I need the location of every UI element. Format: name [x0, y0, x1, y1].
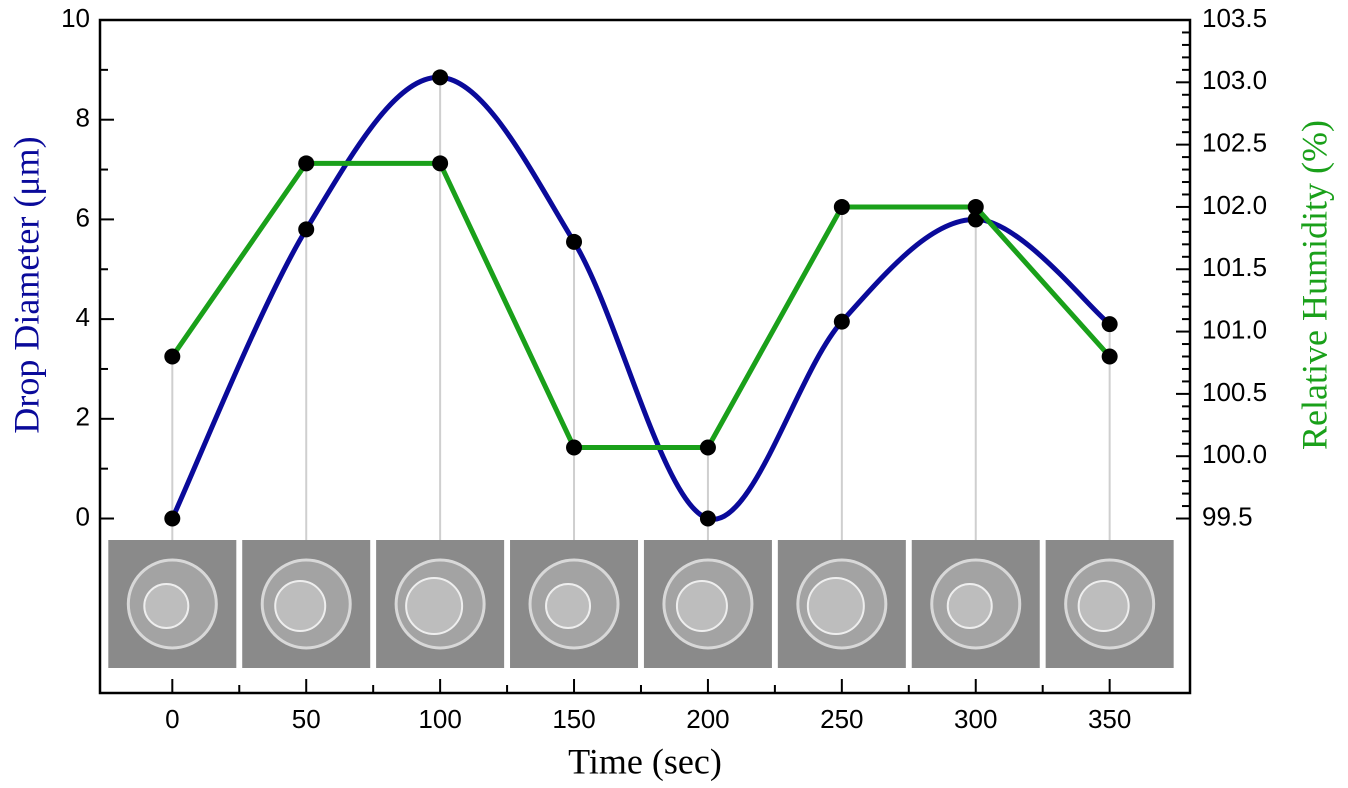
x-tick-label: 250: [820, 704, 863, 734]
drop: [806, 577, 865, 635]
micrograph: [911, 540, 1040, 668]
data-point: [164, 348, 181, 365]
x-tick-label: 100: [418, 704, 461, 734]
y-axis-label: Drop Diameter (μm): [6, 136, 46, 433]
y-tick-label: 4: [76, 302, 90, 332]
x-tick-label: 350: [1088, 704, 1131, 734]
series-line: [170, 160, 1112, 450]
data-point: [833, 313, 850, 330]
y2-tick-label: 101.0: [1202, 314, 1267, 344]
micrograph: [376, 540, 505, 668]
y-tick-label: 0: [76, 501, 90, 531]
y2-tick-label: 102.0: [1202, 190, 1267, 220]
y-tick-label: 2: [76, 402, 90, 432]
data-point: [833, 198, 850, 215]
data-point: [566, 439, 583, 456]
data-point: [1101, 316, 1118, 333]
y2-tick-label: 103.5: [1202, 3, 1267, 33]
y-tick-label: 6: [76, 202, 90, 232]
drop: [274, 580, 327, 632]
micrograph: [777, 540, 906, 668]
data-point: [566, 233, 583, 250]
data-point: [164, 510, 181, 527]
data-point: [967, 198, 984, 215]
y2-tick-label: 101.5: [1202, 252, 1267, 282]
x-tick-label: 200: [686, 704, 729, 734]
series-line: [170, 74, 1112, 522]
data-point: [1101, 348, 1118, 365]
drop: [675, 580, 728, 632]
y2-tick-label: 100.5: [1202, 377, 1267, 407]
data-point: [432, 69, 449, 86]
x-axis-label: Time (sec): [568, 741, 722, 781]
micrograph: [1045, 540, 1174, 668]
drop: [405, 577, 464, 635]
x-tick-label: 0: [165, 704, 179, 734]
drop: [946, 583, 993, 629]
data-point: [432, 155, 449, 172]
y2-tick-label: 102.5: [1202, 128, 1267, 158]
x-tick-label: 150: [552, 704, 595, 734]
drop: [1077, 580, 1130, 632]
y2-tick-label: 99.5: [1202, 501, 1253, 531]
micrograph: [643, 540, 772, 668]
y2-axis-label: Relative Humidity (%): [1294, 120, 1334, 450]
data-point: [967, 211, 984, 228]
micrograph: [510, 540, 639, 668]
data-point: [699, 510, 716, 527]
drop: [143, 583, 190, 629]
drop: [545, 583, 592, 629]
micrographs: [108, 540, 1174, 668]
y-tick-label: 10: [61, 3, 90, 33]
x-tick-label: 300: [954, 704, 997, 734]
y2-tick-label: 103.0: [1202, 65, 1267, 95]
data-point: [298, 221, 315, 238]
micrograph: [242, 540, 371, 668]
x-tick-label: 50: [292, 704, 321, 734]
y2-tick-label: 100.0: [1202, 439, 1267, 469]
data-point: [298, 155, 315, 172]
data-point: [699, 439, 716, 456]
y-tick-label: 8: [76, 103, 90, 133]
micrograph: [108, 540, 237, 668]
